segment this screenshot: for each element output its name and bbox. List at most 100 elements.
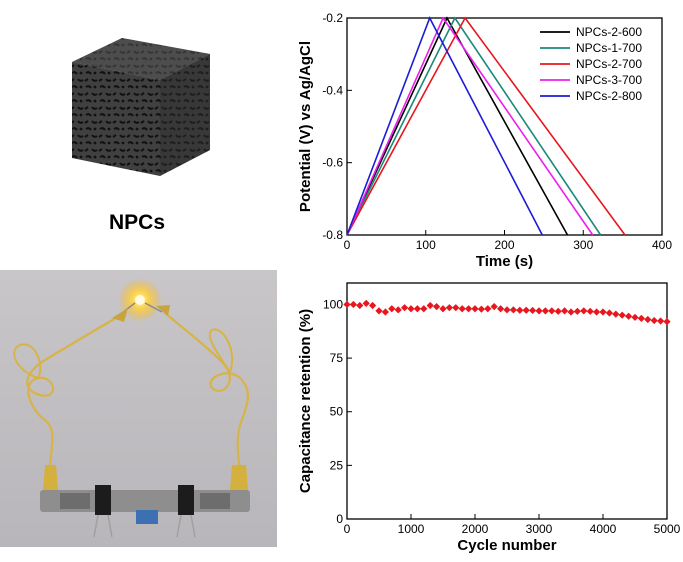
binder-clip-blue	[136, 510, 158, 524]
cyc-data-point	[605, 309, 613, 317]
gcd-series-NPCs-2-700	[346, 16, 626, 236]
cyc-data-point	[439, 305, 447, 313]
left-alligator-clip	[43, 465, 58, 490]
cyc-data-point	[631, 313, 639, 321]
led-bulb	[135, 295, 145, 305]
right-wire-loop	[208, 328, 234, 373]
gcd-chart: 0 100 200 300 400 -0.8 -0.6 -0.4 -0.2 Time (s) Pot…	[297, 11, 672, 270]
cyc-data-point	[561, 307, 569, 315]
cyc-data-point	[618, 311, 626, 319]
cyc-data-point	[593, 308, 601, 316]
left-wire-loop	[13, 343, 42, 379]
cyc-data-point	[465, 305, 473, 313]
cyc-y-axis-label: Capacitance retention (%)	[297, 309, 314, 493]
cyc-data-point	[522, 306, 530, 314]
gcd-series-NPCs-2-800	[346, 16, 544, 236]
cyc-data-point	[586, 307, 594, 315]
cyc-xtick-label: 0	[344, 522, 351, 536]
left-clip-top	[112, 308, 128, 322]
cyc-data-point	[484, 305, 492, 313]
cyc-data-point	[535, 307, 543, 315]
cyc-data-point	[509, 306, 517, 314]
gcd-y-axis-label: Potential (V) vs Ag/AgCl	[297, 41, 314, 212]
electrode-right	[200, 493, 230, 509]
gcd-series-NPCs-1-700	[346, 16, 602, 236]
cyc-data-point	[471, 305, 479, 313]
gcd-legend-label: NPCs-2-800	[576, 89, 642, 103]
cyc-data-point	[567, 308, 575, 316]
right-clip-top	[156, 305, 170, 316]
gcd-xtick-label: 0	[344, 238, 351, 252]
electrode-left	[60, 493, 90, 509]
led-demo-photo	[0, 270, 277, 547]
cube-front-face	[72, 62, 160, 176]
cyc-data-point	[452, 304, 460, 312]
cyc-data-point	[529, 306, 537, 315]
gcd-xtick-label: 200	[494, 238, 514, 252]
cyc-xtick-label: 5000	[654, 522, 681, 536]
cyc-data-point	[349, 300, 357, 309]
cyc-data-point	[458, 305, 466, 313]
right-wire	[163, 311, 250, 471]
cyc-data-point	[497, 305, 505, 313]
left-wire	[26, 317, 117, 471]
cyc-data-point	[663, 318, 671, 326]
cyc-data-point	[490, 303, 498, 311]
gcd-ytick-label: -0.4	[322, 83, 343, 97]
cyc-data-point	[548, 307, 556, 315]
cyc-data-point	[413, 305, 421, 313]
cyc-x-axis-label: Cycle number	[457, 537, 556, 554]
cyc-ytick-label: 100	[323, 297, 343, 311]
gcd-ytick-label: -0.2	[322, 11, 343, 25]
cube-caption: NPCs	[109, 211, 165, 234]
gcd-legend-label: NPCs-1-700	[576, 41, 642, 55]
cyc-data-point	[362, 299, 370, 307]
cyc-data-point	[388, 305, 396, 313]
gcd-series-NPCs-3-700	[346, 16, 594, 236]
cyc-data-point	[394, 306, 402, 314]
gcd-xtick-label: 100	[416, 238, 436, 252]
gcd-legend-label: NPCs-2-700	[576, 57, 642, 71]
cyc-data-point	[554, 307, 562, 315]
cyc-data-point	[369, 301, 377, 310]
cyc-data-point	[541, 307, 549, 315]
cyc-ytick-label: 50	[330, 405, 344, 419]
cyc-data-point	[433, 303, 441, 311]
cycling-chart: 0 1000 2000 3000 4000 5000 0 25 50 75 100 Cycle num…	[297, 282, 681, 554]
cyc-data-point	[375, 307, 383, 315]
gcd-x-axis-label: Time (s)	[476, 253, 533, 270]
cyc-xtick-label: 4000	[590, 522, 617, 536]
cyc-data-point	[599, 308, 607, 316]
cyc-data-point	[401, 304, 409, 312]
cyc-data-point	[650, 316, 658, 325]
right-alligator-clip	[230, 465, 248, 490]
cyc-data-point	[356, 301, 364, 310]
cyc-data-point	[343, 300, 351, 309]
cyc-data-point	[445, 304, 453, 312]
cyc-data-point	[580, 307, 588, 315]
cyc-ytick-label: 25	[330, 458, 344, 472]
cyc-data-point	[516, 306, 524, 314]
cyc-xtick-label: 3000	[526, 522, 553, 536]
gcd-legend-label: NPCs-3-700	[576, 73, 642, 87]
cyc-data-point	[657, 317, 665, 325]
cyc-xtick-label: 2000	[462, 522, 489, 536]
supercapacitor-device	[40, 490, 250, 512]
cyc-data-point	[503, 306, 511, 314]
gcd-series-NPCs-2-600	[346, 16, 569, 236]
cyc-data-point	[625, 312, 633, 320]
cyc-data-point	[573, 307, 581, 315]
cyc-data-point	[644, 315, 652, 324]
cyc-data-point	[426, 301, 434, 310]
cube-top-texture	[72, 38, 210, 80]
cyc-plot-frame	[346, 282, 668, 520]
cyc-ytick-label: 0	[336, 512, 343, 526]
gcd-ytick-label: -0.8	[322, 228, 343, 242]
binder-clip-right	[178, 485, 194, 515]
npcs-cube-illustration	[72, 38, 210, 176]
cyc-ytick-label: 75	[330, 351, 344, 365]
cyc-data-point	[407, 305, 415, 313]
cyc-data-point	[420, 305, 428, 313]
gcd-legend-label: NPCs-2-600	[576, 25, 642, 39]
